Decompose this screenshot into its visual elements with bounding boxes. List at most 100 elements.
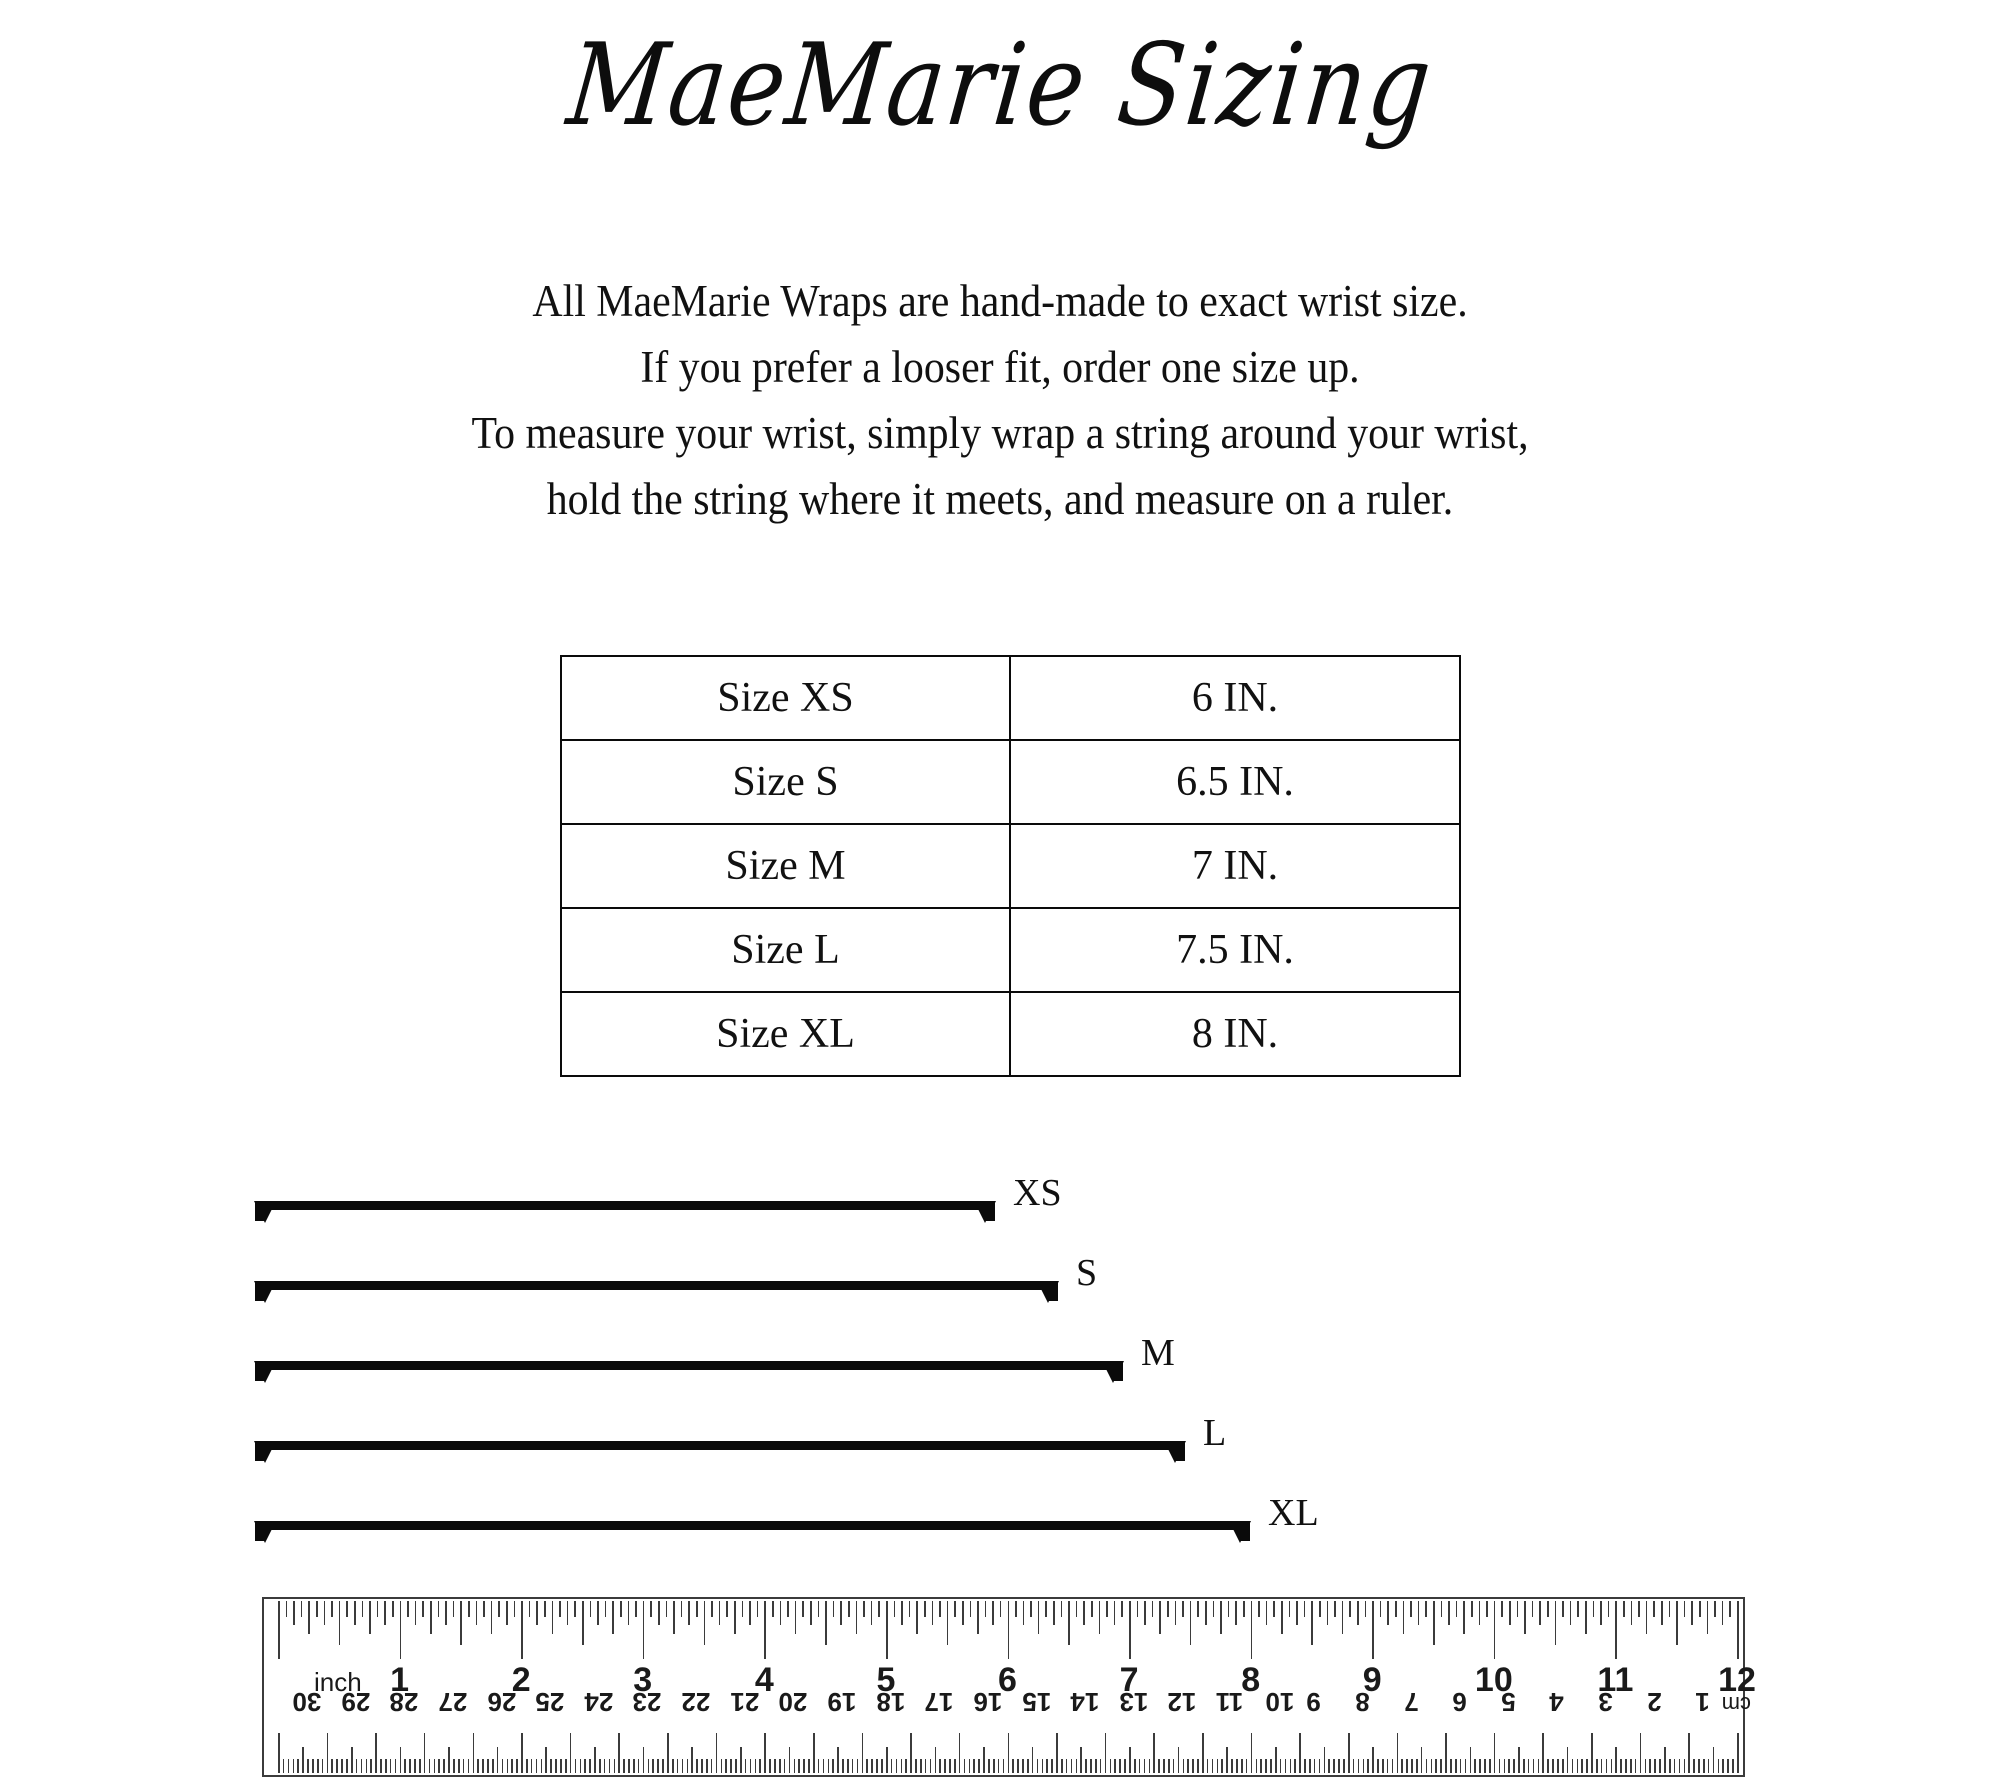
ruler-tick-inch: [1060, 1601, 1063, 1617]
ruler-tick-cm: [1474, 1759, 1476, 1773]
ruler-tick-cm: [783, 1759, 786, 1773]
ruler-tick-cm: [1002, 1759, 1005, 1773]
ruler-tick-inch: [475, 1601, 478, 1625]
table-cell-size: Size S: [560, 739, 1011, 825]
ruler-tick-cm: [1182, 1759, 1185, 1773]
ruler-tick-inch: [1303, 1601, 1306, 1617]
ruler-tick-inch: [1721, 1601, 1724, 1625]
ruler-number-inch: 8: [1241, 1661, 1261, 1699]
ruler-tick-cm: [710, 1759, 713, 1773]
ruler-tick-cm: [1532, 1759, 1535, 1773]
ruler-tick-inch: [1379, 1601, 1382, 1617]
ruler-number-inch: 2: [511, 1661, 531, 1699]
arrow-label: XL: [1268, 1492, 1319, 1534]
arrow-row-xl: XL: [254, 1492, 1319, 1565]
ruler-tick-inch: [422, 1601, 424, 1617]
ruler-tick-cm: [1236, 1759, 1238, 1773]
ruler-tick-cm: [1041, 1759, 1044, 1773]
ruler-number-cm: 3: [1598, 1687, 1613, 1717]
ruler-tick-cm: [662, 1759, 664, 1773]
ruler-tick-cm: [1090, 1759, 1092, 1773]
ruler-tick-inch: [1547, 1601, 1549, 1617]
ruler-number-cm: 16: [973, 1687, 1003, 1717]
ruler-tick-inch: [741, 1601, 744, 1617]
ruler-tick-cm: [1158, 1759, 1160, 1773]
ruler-tick-cm: [1391, 1759, 1394, 1773]
ruler-tick-cm: [1138, 1759, 1141, 1773]
ruler-tick-cm: [1357, 1759, 1360, 1773]
ruler-tick-inch: [1243, 1601, 1245, 1617]
ruler-tick-cm: [487, 1759, 489, 1773]
ruler-tick-inch: [1159, 1601, 1162, 1634]
ruler-face: 1 2 3 4 5 6 7 8 9 10 11 12 inch 1 2 3 4 5 6 7 8 9 10 11 12 13 14 15…: [264, 1599, 1756, 1775]
ruler-tick-inch: [1136, 1601, 1139, 1617]
ruler-tick-inch: [391, 1601, 394, 1617]
ruler-tick-cm: [900, 1759, 903, 1773]
ruler-tick-cm: [1732, 1759, 1734, 1773]
ruler-tick-cm: [613, 1759, 616, 1773]
ruler-tick-cm: [282, 1759, 285, 1773]
ruler-tick-cm: [535, 1759, 538, 1773]
ruler-tick-cm: [1338, 1759, 1340, 1773]
ruler-tick-cm: [574, 1759, 577, 1773]
ruler-tick-cm: [1372, 1747, 1374, 1773]
ruler-tick-cm: [404, 1759, 407, 1773]
ruler-tick-cm: [365, 1759, 368, 1773]
ruler-tick-inch: [399, 1601, 402, 1659]
ruler-tick-cm: [1406, 1759, 1408, 1773]
ruler-tick-cm: [1688, 1733, 1690, 1773]
ruler-tick-cm: [725, 1759, 728, 1773]
ruler-tick-cm: [1313, 1759, 1316, 1773]
ruler-tick-inch: [452, 1601, 455, 1617]
ruler-tick-cm: [954, 1759, 956, 1773]
ruler-tick-inch: [1638, 1601, 1640, 1617]
ruler-tick-inch: [992, 1601, 994, 1625]
arrow-bar: [255, 1201, 995, 1210]
ruler-tick-inch: [1562, 1601, 1564, 1617]
ruler-tick-cm: [569, 1733, 572, 1773]
ruler-tick-cm: [511, 1759, 514, 1773]
ruler-tick-cm: [1401, 1759, 1404, 1773]
ruler-tick-inch: [376, 1601, 379, 1617]
ruler-tick-inch: [566, 1601, 569, 1625]
ruler-tick-inch: [543, 1601, 546, 1617]
ruler-tick-cm: [1070, 1759, 1073, 1773]
ruler-tick-inch: [1699, 1601, 1701, 1617]
ruler-tick-inch: [574, 1601, 576, 1617]
ruler-tick-cm: [837, 1747, 839, 1773]
ruler-tick-inch: [1737, 1601, 1739, 1659]
ruler-tick-inch: [969, 1601, 972, 1617]
ruler-tick-inch: [954, 1601, 956, 1617]
ruler-tick-cm: [827, 1759, 830, 1773]
ruler-tick-inch: [863, 1601, 865, 1617]
ruler-tick-cm: [355, 1759, 358, 1773]
ruler-tick-cm: [1007, 1733, 1010, 1773]
ruler-tick-inch: [1334, 1601, 1336, 1617]
ruler-tick-inch: [726, 1601, 728, 1617]
ruler-tick-cm: [686, 1759, 689, 1773]
ruler-tick-inch: [1592, 1601, 1595, 1617]
ruler-tick-inch: [1007, 1601, 1010, 1659]
ruler-tick-cm: [1095, 1759, 1097, 1773]
ruler-tick-cm: [326, 1733, 329, 1773]
ruler-tick-inch: [1478, 1601, 1481, 1625]
ruler-number-inch: 6: [998, 1661, 1017, 1699]
ruler-tick-inch: [1326, 1601, 1329, 1625]
ruler-tick-cm: [1245, 1759, 1248, 1773]
ruler-tick-cm: [278, 1733, 280, 1773]
ruler-tick-cm: [919, 1759, 922, 1773]
ruler-tick-cm: [1279, 1759, 1282, 1773]
ruler-tick-inch: [1691, 1601, 1693, 1625]
ruler-tick-inch: [1630, 1601, 1633, 1625]
ruler-tick-inch: [1022, 1601, 1025, 1625]
ruler-tick-cm: [521, 1733, 523, 1773]
arrow-head-left-icon: [254, 1201, 276, 1223]
ruler-tick-cm: [778, 1759, 781, 1773]
ruler-tick-cm: [457, 1759, 460, 1773]
ruler-tick-cm: [1080, 1747, 1083, 1773]
ruler-tick-cm: [861, 1733, 864, 1773]
ruler-tick-cm: [409, 1759, 411, 1773]
ruler-number-cm: 21: [730, 1687, 760, 1717]
ruler-tick-inch: [916, 1601, 918, 1634]
ruler-unit-label-inch: inch: [314, 1667, 362, 1697]
